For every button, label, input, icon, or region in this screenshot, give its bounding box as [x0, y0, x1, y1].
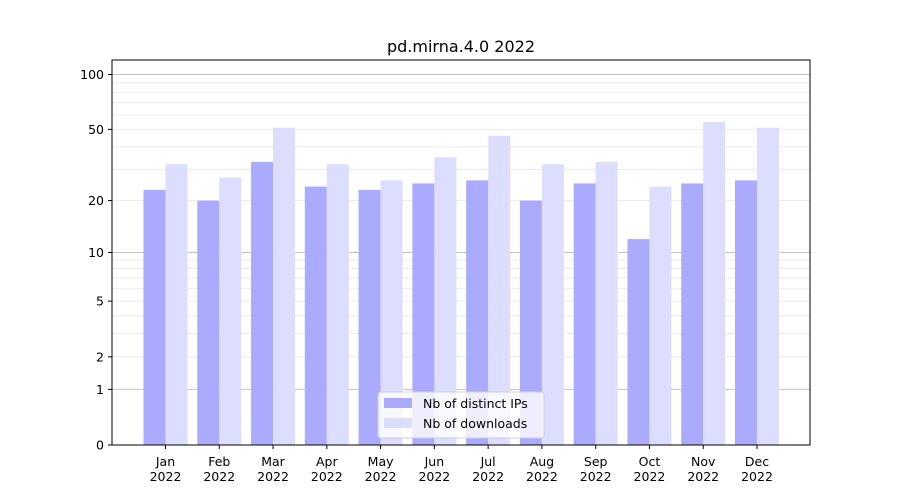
bar-distinct-ips	[681, 183, 704, 445]
x-tick-label: Oct 2022	[634, 454, 666, 484]
y-tick-label: 20	[88, 193, 104, 208]
bar-downloads	[757, 127, 779, 446]
x-tick-label: Mar 2022	[257, 454, 289, 484]
chart-title: pd.mirna.4.0 2022	[387, 37, 535, 56]
bar-downloads	[703, 121, 726, 445]
legend-box	[377, 391, 545, 439]
y-tick-label: 5	[96, 294, 104, 309]
bar-distinct-ips	[519, 200, 542, 445]
x-tick-label: Dec 2022	[741, 454, 773, 484]
bar-downloads	[434, 157, 457, 445]
bar-downloads	[380, 180, 403, 446]
bar-distinct-ips	[466, 180, 489, 446]
x-tick-label: Nov 2022	[687, 454, 719, 484]
y-tick-label: 10	[88, 245, 104, 260]
y-axis: 0 1 2 5 10 20 50 100	[80, 67, 112, 453]
y-tick-label: 2	[96, 349, 104, 364]
legend-label: Nb of distinct IPs	[423, 396, 528, 411]
legend: Nb of distinct IPs Nb of downloads	[377, 391, 545, 439]
bar-downloads	[488, 135, 511, 445]
bar-distinct-ips	[573, 183, 596, 445]
bar-distinct-ips	[143, 189, 166, 445]
x-tick-label: Jul 2022	[472, 454, 504, 484]
x-axis: Jan 2022 Feb 2022 Mar 2022 Apr 2022 May 2022 Jun 20…	[150, 445, 773, 484]
x-tick-label: Aug 2022	[526, 454, 558, 484]
bar-distinct-ips	[358, 189, 381, 445]
bar-downloads	[326, 164, 349, 445]
bar-distinct-ips	[197, 200, 220, 445]
bar-distinct-ips	[304, 186, 327, 445]
x-tick-label: Feb 2022	[203, 454, 235, 484]
bar-downloads	[595, 161, 618, 445]
x-tick-label: Apr 2022	[311, 454, 343, 484]
x-tick-label: Jun 2022	[418, 454, 450, 484]
bar-downloads	[273, 127, 296, 446]
y-tick-label: 100	[80, 67, 104, 82]
bar-downloads	[649, 186, 672, 445]
bar-distinct-ips	[735, 180, 757, 446]
legend-swatch	[384, 398, 412, 408]
y-tick-label: 0	[96, 438, 104, 453]
x-tick-label: Jan 2022	[150, 454, 182, 484]
legend-label: Nb of downloads	[423, 416, 527, 431]
bar-downloads	[165, 164, 188, 445]
legend-swatch	[384, 418, 412, 428]
bar-distinct-ips	[251, 161, 274, 445]
bar-downloads	[541, 164, 564, 445]
bars	[143, 121, 779, 446]
bar-downloads	[219, 177, 242, 445]
bar-distinct-ips	[412, 183, 435, 445]
y-tick-label: 1	[96, 382, 104, 397]
x-tick-label: May 2022	[365, 454, 397, 484]
y-tick-label: 50	[88, 122, 104, 137]
x-tick-label: Sep 2022	[580, 454, 612, 484]
bar-distinct-ips	[627, 239, 650, 445]
